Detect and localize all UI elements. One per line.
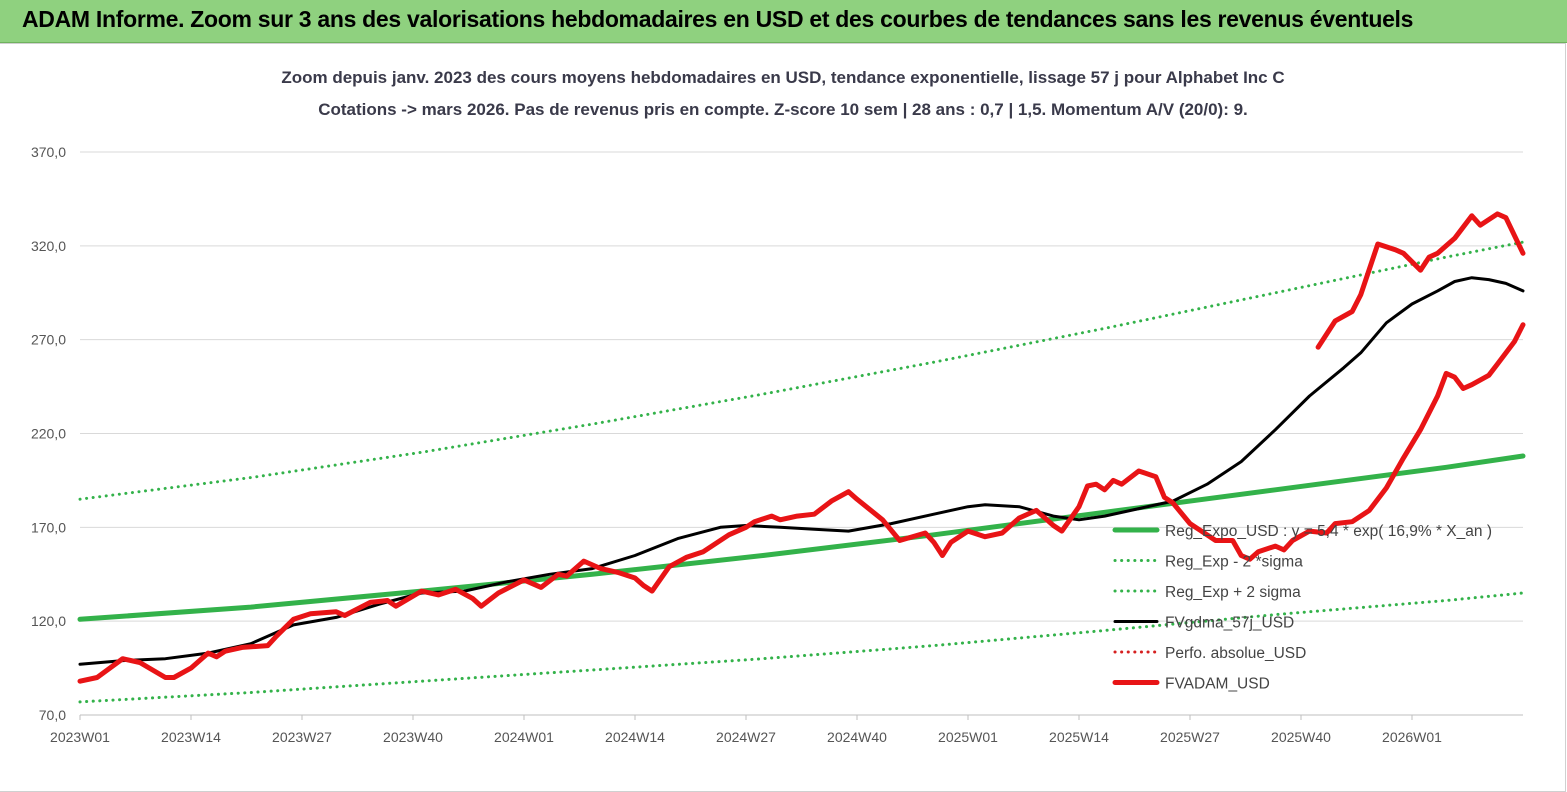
y-tick-label: 70,0 <box>39 707 66 723</box>
legend-label: Reg_Expo_USD : y = 5,4 * exp( 16,9% * X_… <box>1165 523 1492 540</box>
series-price_tail-line <box>1315 211 1526 350</box>
x-tick-label: 2023W14 <box>161 729 221 745</box>
x-tick-label: 2025W14 <box>1049 729 1109 745</box>
series-trend-line <box>77 453 1526 622</box>
y-tick-label: 170,0 <box>31 519 66 535</box>
x-tick-label: 2023W40 <box>383 729 443 745</box>
legend-label: Reg_Exp + 2 sigma <box>1165 584 1301 601</box>
x-tick-label: 2023W27 <box>272 729 332 745</box>
x-tick-label: 2024W14 <box>605 729 665 745</box>
x-tick-label: 2024W01 <box>494 729 554 745</box>
series-price-line <box>77 322 1526 684</box>
y-axis: 70,0 120,0 170,0 220,0 270,0 320,0 370,0 <box>31 144 66 723</box>
x-tick-label: 2024W27 <box>716 729 776 745</box>
legend-label: FVgdma_57j_USD <box>1165 615 1294 632</box>
legend-label: FVADAM_USD <box>1165 676 1270 693</box>
header-banner: ADAM Informe. Zoom sur 3 ans des valoris… <box>0 0 1567 43</box>
y-tick-label: 320,0 <box>31 238 66 254</box>
chart-subtitle-line-1: Zoom depuis janv. 2023 des cours moyens … <box>281 68 1284 87</box>
y-tick-label: 270,0 <box>31 332 66 348</box>
x-tick-label: 2023W01 <box>50 729 110 745</box>
y-tick-label: 370,0 <box>31 144 66 160</box>
legend-label: Perfo. absolue_USD <box>1165 645 1306 662</box>
series-lower-line <box>78 591 1525 704</box>
legend-label: Reg_Exp - 2 *sigma <box>1165 554 1303 571</box>
x-axis: 2023W01 2023W14 2023W27 2023W40 2024W01 2024W… <box>50 715 1442 745</box>
gridlines <box>80 151 1523 716</box>
x-tick-label: 2025W40 <box>1271 729 1331 745</box>
y-tick-label: 220,0 <box>31 426 66 442</box>
legend: Reg_Expo_USD : y = 5,4 * exp( 16,9% * X_… <box>1112 523 1492 693</box>
page-title: ADAM Informe. Zoom sur 3 ans des valoris… <box>22 6 1414 32</box>
x-tick-label: 2026W01 <box>1382 729 1442 745</box>
x-tick-label: 2025W01 <box>938 729 998 745</box>
y-tick-label: 120,0 <box>31 613 66 629</box>
series-lines <box>77 211 1526 704</box>
chart-subtitle-line-2: Cotations -> mars 2026. Pas de revenus p… <box>318 100 1248 119</box>
x-tick-label: 2024W40 <box>827 729 887 745</box>
series-upper-line <box>78 240 1525 501</box>
x-tick-label: 2025W27 <box>1160 729 1220 745</box>
